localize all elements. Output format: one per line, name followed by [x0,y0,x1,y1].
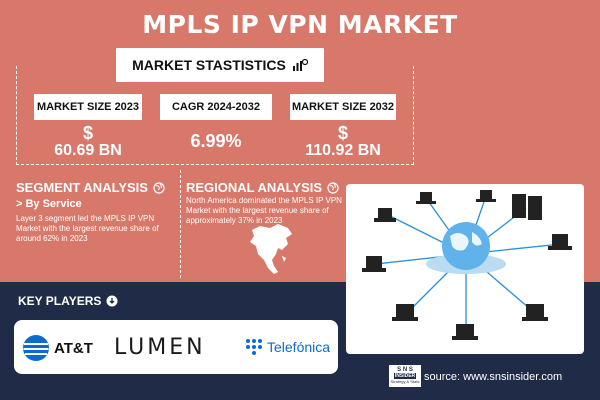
regional-text: North America dominated the MPLS IP VPN … [186,196,342,225]
stats-frame [16,66,414,165]
stat-label-market-size-2023: MARKET SIZE 2023 [34,94,142,120]
stat-value-cagr: 6.99% [160,132,272,150]
brand-top: S N S [397,367,413,373]
segment-title-label: SEGMENT ANALYSIS [16,180,148,195]
section-divider [180,170,181,278]
logo-att: AT&T [54,340,93,357]
key-players-label: KEY PLAYERS [18,294,102,308]
stat-currency: $ [82,123,93,143]
chart-gear-icon [292,58,308,71]
stat-value-market-size-2023: $ 60.69 BN [34,124,142,160]
telefonica-dots-icon [246,339,262,355]
page-title: MPLS IP VPN MARKET [142,10,458,39]
source-text: source: www.snsinsider.com [424,371,563,383]
stat-currency: $ [337,123,348,143]
north-america-map-icon [250,224,292,274]
stat-number: 110.92 BN [305,142,381,159]
stat-label-cagr: CAGR 2024-2032 [160,94,272,120]
segment-sub: > By Service [16,198,82,210]
network-illustration [362,190,572,340]
att-globe-icon [23,335,49,361]
stats-heading-label: MARKET STASTISTICS [132,57,286,73]
logos-panel [14,320,338,374]
logo-lumen: LUMEN [114,335,206,360]
brand-mid: INSIDER [393,373,417,379]
regional-analysis-title: REGIONAL ANALYSIS [186,180,339,195]
sns-insider-logo: S N S INSIDER Strategy & Stats [388,364,422,388]
download-circle-icon [106,295,118,307]
key-players-title: KEY PLAYERS [18,294,118,308]
globe-icon [153,181,165,194]
brand-bottom: Strategy & Stats [390,379,420,384]
stat-label-market-size-2032: MARKET SIZE 2032 [290,94,396,120]
regional-title-label: REGIONAL ANALYSIS [186,180,323,195]
stat-value-market-size-2032: $ 110.92 BN [290,124,396,160]
network-globe-image [346,184,584,354]
logo-telefonica: Telefónica [267,339,331,355]
stats-heading: MARKET STASTISTICS [116,48,324,82]
segment-analysis-title: SEGMENT ANALYSIS [16,180,165,195]
stat-number: 60.69 BN [54,142,122,159]
globe-icon [327,181,339,194]
segment-text: Layer 3 segment led the MPLS IP VPN Mark… [16,214,159,243]
stat-number: 6.99% [190,131,242,151]
